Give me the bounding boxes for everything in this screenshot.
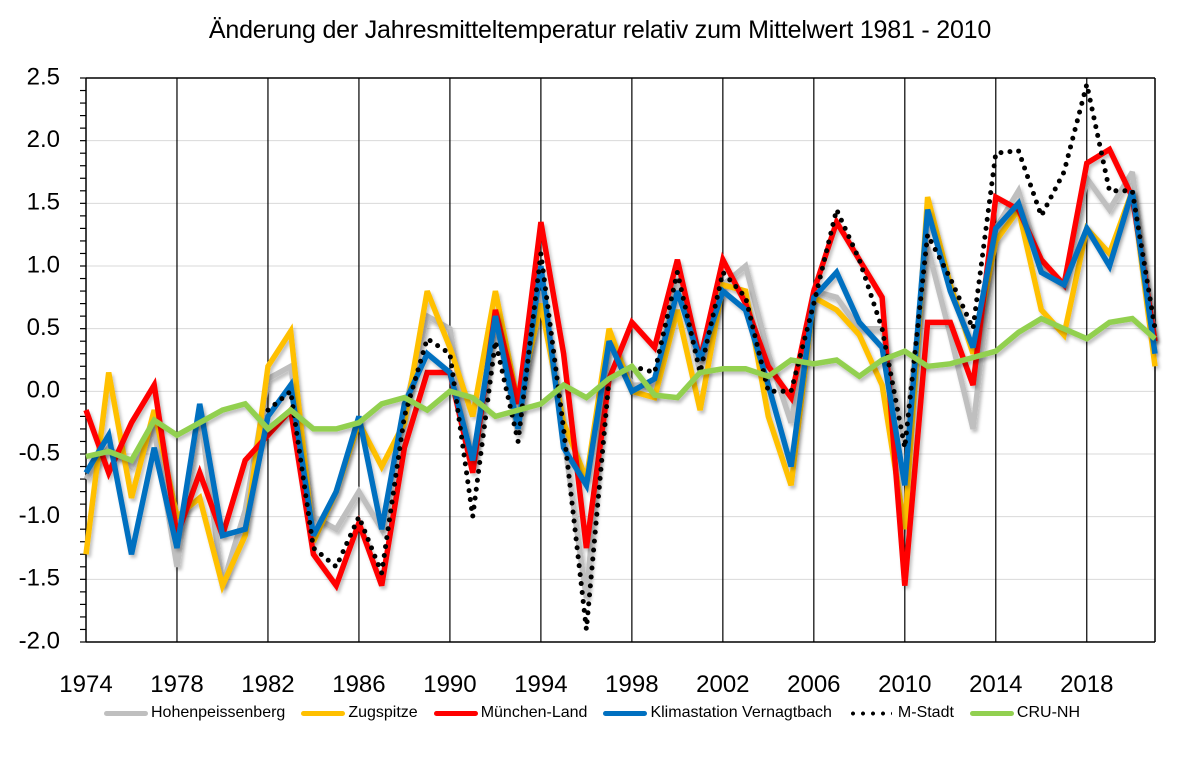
series-cru-nh [85,315,1157,464]
legend-label: Zugspitze [348,704,418,721]
legend-swatch [847,710,892,716]
y-tick-label: 1.0 [27,251,60,278]
x-tick-label: 1982 [241,671,294,698]
x-tick-label: 1994 [514,671,567,698]
axes [80,77,1156,643]
x-tick-label: 2014 [969,671,1022,698]
x-tick-label: 1978 [150,671,203,698]
x-tick-label: 1974 [59,671,112,698]
legend-label: M-Stadt [897,704,954,721]
y-tick-label: 1.5 [27,189,60,216]
legend-label: Hohenpeissenberg [151,704,286,721]
x-tick-label: 1990 [423,671,476,698]
y-tick-label: -1.0 [19,502,60,529]
y-tick-label: 0.5 [27,314,60,341]
series-m-stadt-line [265,81,1158,632]
y-tick-label: -0.5 [19,439,60,466]
legend-label: München-Land [480,704,588,721]
x-tick-label: 1986 [332,671,385,698]
series-klimastation-vernagtbach [83,190,1158,555]
y-axis-ticks: 2.5 2.0 1.5 1.0 0.5 0.0 -0.5 -1.0 -1.5 -2.0 [19,63,60,654]
y-tick-label: 0.0 [27,377,60,404]
series-layer [83,81,1158,632]
legend: Hohenpeissenberg Zugspitze München-Land Kli… [104,702,1184,724]
legend-swatch [603,710,648,716]
series-klimastation-vernagtbach-line [83,190,1158,555]
y-tick-label: 2.5 [27,63,60,90]
legend-item: Hohenpeissenberg [104,704,285,722]
chart-title: Änderung der Jahresmitteltemperatur rela… [208,16,992,44]
legend-swatch [433,710,478,716]
series-cru-nh-line [85,315,1157,464]
legend-item: Klimastation Vernagtbach [603,704,832,722]
series-m-stadt [265,81,1158,632]
legend-label: Klimastation Vernagtbach [650,704,832,721]
legend-item: CRU-NH [969,704,1081,722]
legend-swatch [104,710,148,716]
legend-item: M-Stadt [847,704,954,722]
legend-swatch [301,710,346,716]
x-tick-label: 2002 [696,671,749,698]
x-axis-ticks: 1974 1978 1982 1986 1990 1994 1998 2002 2006 2010… [59,671,1113,698]
y-tick-label: 2.0 [27,126,60,153]
x-tick-label: 1998 [605,671,658,698]
y-tick-label: -2.0 [19,627,60,654]
x-tick-label: 2006 [787,671,840,698]
y-tick-label: -1.5 [19,565,60,592]
legend-label: CRU-NH [1016,704,1081,721]
legend-item: Zugspitze [301,704,418,722]
legend-item: München-Land [433,704,588,722]
x-tick-label: 2018 [1060,671,1113,698]
x-tick-label: 2010 [878,671,931,698]
legend-swatch [969,710,1014,716]
